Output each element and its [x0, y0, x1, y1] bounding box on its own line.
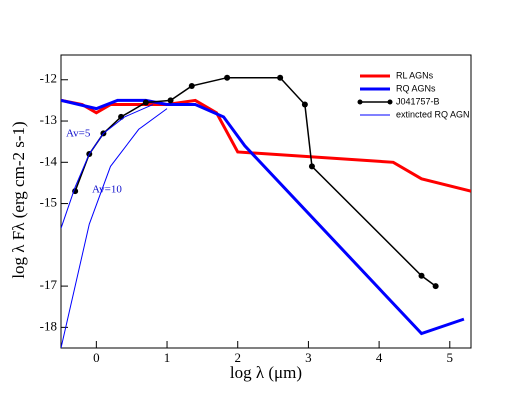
series-line: [61, 98, 471, 193]
data-point: [224, 74, 231, 81]
x-tick-label: 2: [234, 350, 241, 365]
annotation: Av=5: [66, 128, 91, 140]
data-point: [167, 97, 174, 104]
legend-label: RQ AGNs: [396, 83, 436, 93]
plot-area: [61, 74, 471, 348]
plot-frame: [60, 54, 472, 349]
y-axis-label: log λ Fλ (erg cm-2 s-1): [9, 121, 28, 278]
data-point: [301, 101, 308, 108]
data-point: [432, 283, 439, 290]
y-tick-label: -13: [40, 112, 57, 127]
y-tick-label: -17: [40, 277, 58, 292]
data-point: [118, 113, 125, 120]
series-line: [61, 98, 465, 336]
series-line: [61, 104, 168, 348]
legend-label: RL AGNs: [396, 70, 434, 80]
data-point: [277, 74, 284, 81]
data-point: [308, 163, 315, 170]
data-point: [188, 82, 195, 89]
x-tick-label: 1: [164, 350, 171, 365]
legend-marker: [387, 99, 393, 105]
y-tick-label: -15: [40, 195, 57, 210]
legend-label: extincted RQ AGN: [396, 109, 470, 119]
series-line: [74, 76, 437, 287]
x-tick-label: 0: [93, 350, 100, 365]
y-tick-label: -18: [40, 318, 57, 333]
y-tick-label: -12: [40, 71, 57, 86]
data-point: [418, 272, 425, 279]
legend-marker: [357, 99, 363, 105]
x-tick-label: 3: [305, 350, 312, 365]
annotation: Av=10: [92, 184, 122, 196]
x-axis-label: log λ (μm): [230, 363, 302, 382]
x-tick-label: 5: [447, 350, 454, 365]
y-tick-label: -14: [40, 153, 58, 168]
x-tick-label: 4: [376, 350, 383, 365]
legend-label: J041757-B: [396, 96, 440, 106]
data-point: [142, 99, 149, 106]
